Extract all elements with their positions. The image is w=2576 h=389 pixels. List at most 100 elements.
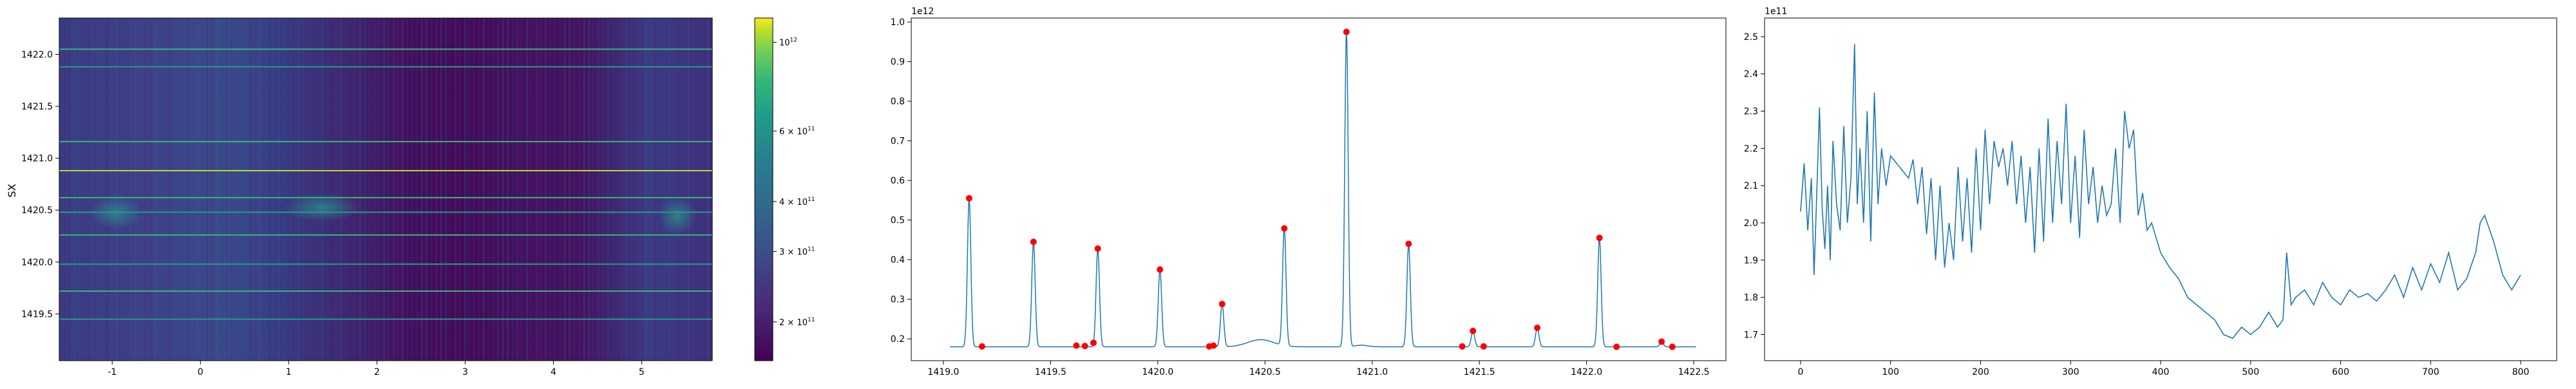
heatmap-texture-stripe xyxy=(521,18,522,361)
colorbar-ticks: 2 × 1011 3 × 1011 4 × 1011 6 × 1011 1012 xyxy=(773,37,815,328)
signal-x-tick-label: 500 xyxy=(2242,367,2259,377)
heatmap-texture-stripe xyxy=(378,18,379,361)
heatmap-texture-stripe xyxy=(183,18,184,361)
signal-y-tick-label: 2.5 xyxy=(1744,32,1758,43)
heatmap-x-tick-label: 5 xyxy=(639,367,645,377)
heatmap-texture-stripe xyxy=(455,18,457,361)
heatmap-texture-stripe xyxy=(669,18,671,361)
heatmap-texture-stripe xyxy=(526,18,528,361)
heatmap-texture-stripe xyxy=(473,18,475,361)
heatmap-texture-stripe xyxy=(312,18,314,361)
signal-series-line xyxy=(1800,44,2521,339)
heatmap-texture-stripe xyxy=(83,18,84,361)
peaks-y-tick-label: 0.2 xyxy=(891,334,905,345)
heatmap-texture-stripe xyxy=(383,18,385,361)
heatmap-y-label: SX xyxy=(6,184,18,197)
heatmap-texture-stripe xyxy=(73,18,75,361)
heatmap-texture-stripe xyxy=(655,18,656,361)
heatmap-texture-stripe xyxy=(211,18,213,361)
peaks-y-tick-label: 0.3 xyxy=(891,295,905,305)
peaks-x-tick-label: 1422.0 xyxy=(1571,367,1602,377)
heatmap-texture-stripe xyxy=(216,18,218,361)
peaks-y-tick-label: 0.8 xyxy=(891,97,905,107)
heatmap-texture-stripe xyxy=(155,18,156,361)
heatmap-texture-stripe xyxy=(187,18,189,361)
heatmap-texture-stripe xyxy=(588,18,590,361)
heatmap-texture-stripe xyxy=(121,18,122,361)
peaks-y-tick-label: 0.7 xyxy=(891,137,905,147)
heatmap-texture-stripe xyxy=(397,18,398,361)
colorbar-tick-label: 4 × 1011 xyxy=(779,196,815,207)
signal-y-tick-label: 2.3 xyxy=(1744,107,1758,117)
peaks-x-tick-label: 1420.5 xyxy=(1249,367,1281,377)
heatmap-texture-stripe xyxy=(502,18,504,361)
heatmap-texture-stripe xyxy=(202,18,203,361)
peaks-y-tick-label: 0.9 xyxy=(891,57,905,68)
heatmap-y-tick-label: 1421.0 xyxy=(21,154,53,164)
signal-y-tick-label: 1.7 xyxy=(1744,330,1758,341)
peaks-y-tick-label: 0.4 xyxy=(891,255,905,265)
heatmap-image xyxy=(59,18,712,361)
peak-marker xyxy=(1281,225,1288,232)
peaks-x-tick-label: 1419.0 xyxy=(927,367,959,377)
heatmap-texture-stripe xyxy=(664,18,665,361)
signal-y-tick-label: 1.8 xyxy=(1744,293,1758,303)
peak-marker xyxy=(1658,338,1665,345)
heatmap-y-tick-label: 1421.5 xyxy=(21,102,53,112)
heatmap-texture-stripe xyxy=(545,18,546,361)
heatmap-y-ticks: 1419.5 1420.0 1420.5 1421.0 1421.5 1422.0 xyxy=(21,50,59,319)
heatmap-texture-stripe xyxy=(316,18,317,361)
heatmap-texture-stripe xyxy=(278,18,279,361)
heatmap-texture-stripe xyxy=(116,18,117,361)
heatmap-texture-stripe xyxy=(569,18,571,361)
peak-marker xyxy=(1613,343,1620,350)
heatmap-texture-stripe xyxy=(607,18,609,361)
heatmap-texture-stripe xyxy=(707,18,708,361)
peak-marker xyxy=(1480,343,1487,350)
heatmap-texture-stripe xyxy=(321,18,323,361)
heatmap-texture-stripe xyxy=(240,18,242,361)
heatmap-texture-stripe xyxy=(536,18,538,361)
peaks-markers xyxy=(965,28,1676,350)
colorbar-tick-label: 2 × 1011 xyxy=(779,317,815,328)
heatmap-texture-stripe xyxy=(650,18,652,361)
peak-marker xyxy=(1459,343,1466,350)
heatmap-x-tick-label: 2 xyxy=(374,367,380,377)
heatmap-texture-stripe xyxy=(364,18,366,361)
heatmap-texture-stripe xyxy=(697,18,699,361)
peaks-y-tick-label: 1.0 xyxy=(891,17,905,28)
heatmap-texture-stripe xyxy=(207,18,208,361)
peak-marker xyxy=(1218,301,1226,308)
heatmap-texture-stripe xyxy=(645,18,647,361)
heatmap-texture-stripe xyxy=(140,18,142,361)
peak-marker xyxy=(1343,28,1350,35)
peak-marker xyxy=(1030,238,1037,245)
signal-y-tick-label: 1.9 xyxy=(1744,256,1758,266)
peak-marker xyxy=(1405,240,1412,247)
heatmap-texture-stripe xyxy=(412,18,413,361)
heatmap-x-tick-label: 0 xyxy=(198,367,204,377)
heatmap-texture-stripe xyxy=(564,18,565,361)
heatmap-texture-stripe xyxy=(402,18,403,361)
heatmap-texture-stripe xyxy=(464,18,466,361)
heatmap-texture-stripe xyxy=(88,18,90,361)
signal-y-tick-label: 2.0 xyxy=(1744,218,1758,229)
heatmap-texture-stripe xyxy=(640,18,642,361)
peaks-plot-area xyxy=(911,17,1727,361)
heatmap-texture-stripe xyxy=(426,18,428,361)
heatmap-texture-stripe xyxy=(298,18,299,361)
heatmap-y-tick-label: 1419.5 xyxy=(21,309,53,319)
heatmap-texture-stripe xyxy=(288,18,289,361)
heatmap-texture-stripe xyxy=(173,18,174,361)
heatmap-texture-stripe xyxy=(340,18,341,361)
signal-offset-label: 1e11 xyxy=(1765,6,1787,17)
heatmap-texture-stripe xyxy=(507,18,509,361)
peak-marker xyxy=(1081,343,1088,350)
heatmap-texture-stripe xyxy=(478,18,479,361)
heatmap-texture-stripe xyxy=(264,18,265,361)
heatmap-texture-stripe xyxy=(683,18,684,361)
peaks-x-tick-label: 1420.0 xyxy=(1142,367,1173,377)
heatmap-texture-stripe xyxy=(159,18,161,361)
heatmap-texture-stripe xyxy=(488,18,489,361)
